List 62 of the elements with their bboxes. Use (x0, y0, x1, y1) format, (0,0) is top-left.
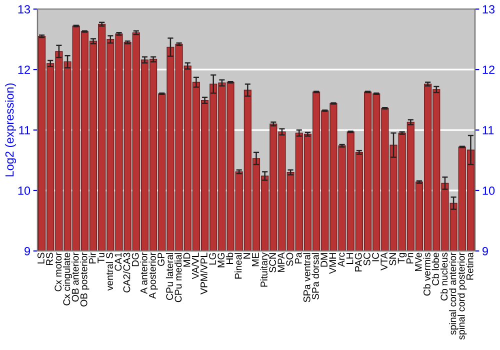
x-tick-label: Pir (88, 252, 96, 264)
x-tick-label: Cx cingulate (62, 252, 72, 306)
x-tick-label: IC (372, 252, 379, 262)
x-tick-label: A posterior (148, 252, 158, 299)
y-tick-label: 12 (18, 66, 30, 74)
x-tick-label: Retina (466, 252, 474, 280)
x-tick-label: OB anterior (72, 252, 79, 302)
x-tick-label: spinal cord posterior (458, 252, 467, 340)
x-tick-label: VTA (380, 252, 388, 270)
x-tick-label: VPM/VPL (200, 252, 208, 294)
x-tick-label: Cx motor (54, 252, 62, 292)
x-tick-label: VMH (329, 253, 336, 274)
x-tick-label: SPa ventral (303, 252, 310, 302)
x-tick-label: Cb vermis (423, 252, 430, 296)
y2-tick-label: 9 (482, 246, 488, 256)
x-tick-label: SPa dorsal (312, 252, 319, 300)
x-tick-label: CA1 (114, 252, 122, 271)
y-tick-label: 13 (18, 5, 30, 14)
x-tick-label: Tg (398, 252, 407, 264)
x-tick-label: Pituitary (260, 252, 270, 287)
x-tick-label: ventral S (106, 252, 114, 291)
x-tick-label: Pn (406, 252, 414, 264)
x-tick-label: CA2/CA3 (123, 252, 130, 292)
x-tick-label: Cb nucleus (440, 252, 448, 300)
x-tick-label: Arc (338, 252, 345, 267)
x-tick-label: LH (346, 253, 354, 264)
x-tick-label: SC (363, 252, 370, 266)
x-tick-label: DM (320, 253, 328, 267)
x-tick-label: VA/VL (192, 252, 199, 280)
x-tick-label: LS (38, 252, 44, 264)
x-tick-label: ME (252, 252, 259, 266)
y2-tick-label: 10 (482, 186, 495, 195)
x-tick-label: spinal cord anterior (449, 252, 458, 335)
x-tick-label: Cb lobe (432, 252, 440, 286)
x-tick-label: A anterior (140, 252, 148, 294)
x-tick-label: MPA (278, 252, 284, 272)
x-tick-label: LG (209, 253, 216, 265)
x-tick-label: CPu medial (174, 252, 182, 302)
y-tick-label: 10 (18, 186, 30, 195)
x-tick-label: SCN (269, 253, 276, 272)
x-tick-label: SO (286, 252, 294, 266)
x-tick-label: SN (389, 253, 396, 266)
x-tick-label: MVe (415, 252, 422, 271)
y2-tick-label: 11 (482, 126, 494, 134)
x-tick-label: Pa (294, 252, 302, 264)
y2-tick-label: 12 (482, 66, 494, 74)
x-tick-label: RS (46, 252, 53, 266)
x-tick-label: CPu lateral (166, 252, 174, 300)
x-tick-label: MD (183, 252, 190, 267)
x-tick-label: N (243, 253, 250, 259)
x-tick-label: Pineal (234, 252, 242, 279)
x-tick-label: MG (218, 253, 225, 268)
x-tick-label: Tu (98, 252, 104, 264)
y2-tick-label: 13 (482, 5, 495, 14)
x-tick-label: PAG (354, 253, 362, 272)
y-tick-label: 9 (24, 246, 30, 256)
x-tick-label: GP (158, 252, 164, 266)
x-tick-label: Hb (226, 252, 234, 264)
y-tick-label: 11 (19, 126, 30, 134)
x-tick-label: OB posterior (80, 252, 90, 306)
y-axis-title: Log2 (expression) (5, 84, 16, 176)
x-tick-label: DG (132, 253, 139, 266)
